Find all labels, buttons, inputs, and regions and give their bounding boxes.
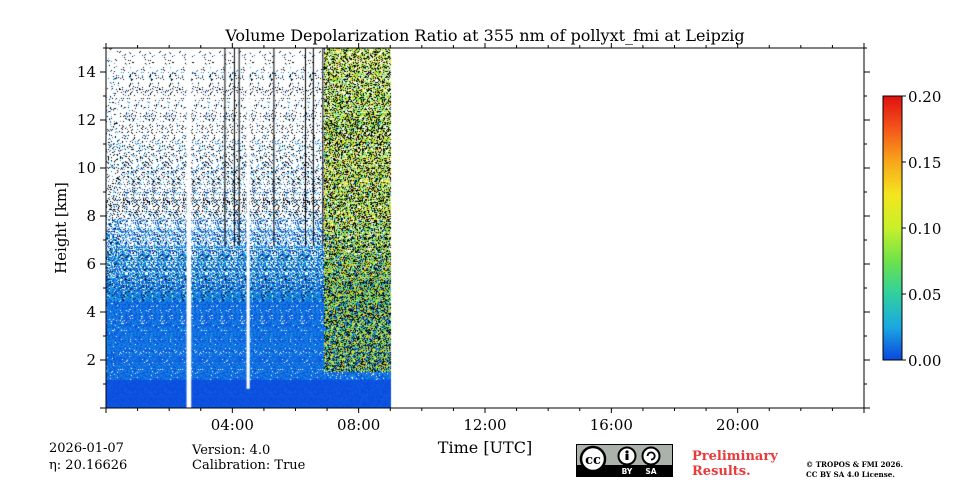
x-tick-label: 20:00 <box>716 416 759 434</box>
colorbar-tick-label: 0.15 <box>908 154 941 172</box>
copyright-notice: © TROPOS & FMI 2026. CC BY SA 4.0 Licens… <box>806 460 903 480</box>
x-tick-label: 04:00 <box>211 416 254 434</box>
heatmap-data <box>106 48 864 408</box>
y-tick-label: 2 <box>86 351 96 369</box>
colorbar-tick-label: 0.00 <box>908 352 941 370</box>
y-axis-label: Height [km] <box>52 182 70 274</box>
cc-license-badge: cc BY SA <box>576 444 673 477</box>
colorbar <box>882 95 903 361</box>
x-tick-label: 16:00 <box>590 416 633 434</box>
sa-text: SA <box>645 467 656 476</box>
copyright-line1: © TROPOS & FMI 2026. <box>806 460 904 469</box>
eta-label: η: 20.16626 <box>49 458 128 473</box>
version-label: Version: 4.0 <box>192 443 271 458</box>
colorbar-tick-label: 0.10 <box>908 220 941 238</box>
preliminary-line2: Results. <box>692 464 751 479</box>
colorbar-gradient <box>882 95 903 361</box>
x-axis: 04:00 08:00 12:00 16:00 20:00 <box>105 43 865 434</box>
preliminary-results-label: Preliminary Results. <box>692 449 778 479</box>
copyright-line2: CC BY SA 4.0 License. <box>806 470 895 479</box>
y-tick-label: 14 <box>77 63 96 81</box>
y-tick-label: 12 <box>77 111 96 129</box>
colorbar-tick-label: 0.05 <box>908 286 941 304</box>
y-tick-label: 4 <box>86 303 96 321</box>
y-tick-label: 10 <box>77 159 96 177</box>
heatmap-image <box>106 48 864 408</box>
x-tick-label: 12:00 <box>463 416 506 434</box>
x-tick-label: 08:00 <box>337 416 380 434</box>
chart-title: Volume Depolarization Ratio at 355 nm of… <box>224 26 744 45</box>
cc-icon <box>579 445 607 473</box>
preliminary-line1: Preliminary <box>692 449 778 464</box>
sa-icon <box>641 446 661 466</box>
colorbar-ticks: 0.00 0.05 0.10 0.15 0.20 <box>902 88 941 370</box>
y-tick-label: 8 <box>86 207 96 225</box>
x-axis-label: Time [UTC] <box>438 438 532 457</box>
by-text: BY <box>622 467 633 476</box>
y-tick-label: 6 <box>86 255 96 273</box>
colorbar-tick-label: 0.20 <box>908 88 941 106</box>
date-label: 2026-01-07 <box>49 441 124 456</box>
cc-text: cc <box>585 453 601 468</box>
calibration-label: Calibration: True <box>192 458 306 473</box>
y-axis: 2 4 6 8 10 12 14 <box>77 47 870 409</box>
